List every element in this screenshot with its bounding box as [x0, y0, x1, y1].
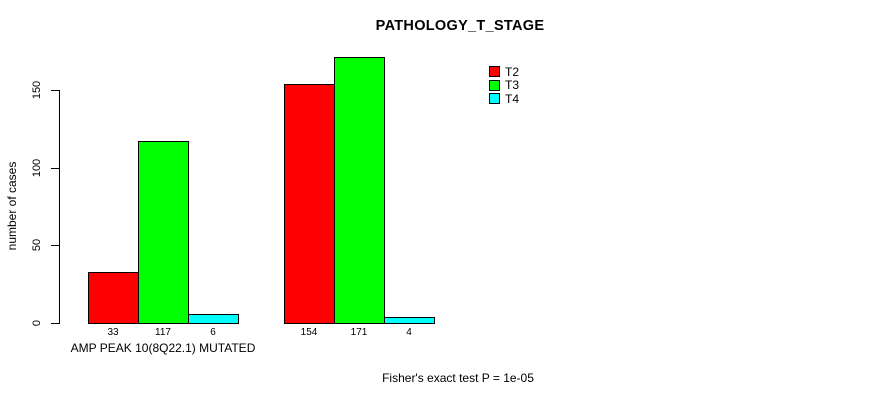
bar-value-label: 4: [406, 327, 412, 338]
bar-t3-group1: [138, 141, 189, 324]
y-tick-label: 100: [31, 158, 43, 178]
legend-label-t2: T2: [505, 64, 520, 79]
bar-t3-group2: [334, 57, 385, 324]
bar-t2-group2: [284, 84, 335, 324]
legend-label-t3: T3: [505, 78, 520, 92]
y-tick: [51, 90, 59, 91]
y-tick: [51, 323, 59, 324]
bar-t4-group2: [384, 317, 435, 324]
bar-t2-group1: [88, 272, 139, 324]
stat-annotation: Fisher's exact test P = 1e-05: [382, 371, 534, 385]
legend-swatch-t2: [489, 66, 500, 77]
y-tick: [51, 168, 59, 169]
bar-value-label: 117: [155, 327, 171, 338]
bar-value-label: 33: [107, 327, 119, 338]
y-tick: [51, 245, 59, 246]
group-label: AMP PEAK 10(8Q22.1) MUTATED: [70, 341, 256, 355]
y-tick-label: 150: [31, 80, 43, 100]
y-axis-line: [59, 90, 60, 324]
legend-swatch-t3: [489, 79, 500, 91]
chart-title: PATHOLOGY_T_STAGE: [375, 18, 545, 34]
legend-swatch-t4: [489, 93, 500, 104]
legend-label-t4: T4: [505, 91, 520, 106]
bar-value-label: 171: [350, 327, 368, 338]
bar-value-label: 154: [300, 327, 318, 338]
bar-t4-group1: [188, 314, 239, 324]
bar-value-label: 6: [210, 327, 216, 338]
y-axis-label: number of cases: [5, 161, 19, 251]
y-tick-label: 50: [31, 238, 43, 252]
y-tick-label: 0: [31, 319, 43, 327]
